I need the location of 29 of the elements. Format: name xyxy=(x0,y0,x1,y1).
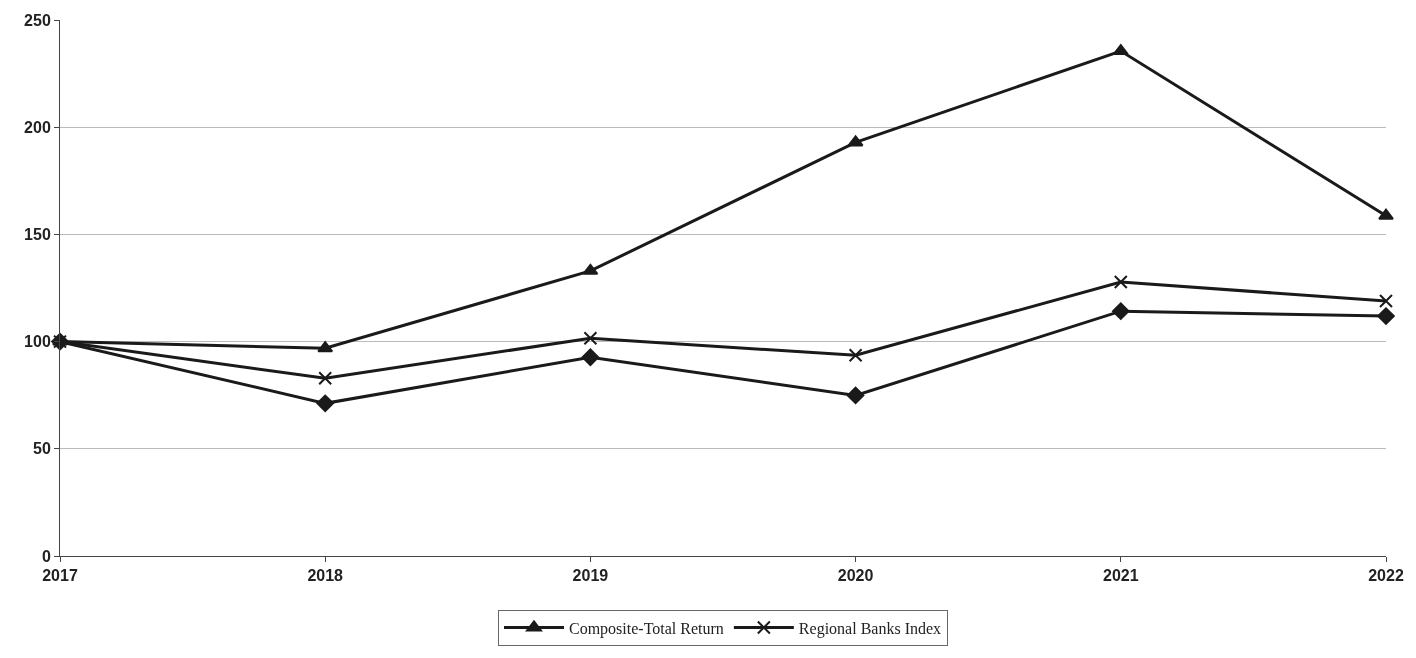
point xyxy=(846,386,865,405)
point xyxy=(1112,44,1129,56)
point xyxy=(848,348,863,363)
point xyxy=(316,394,334,413)
y-tick-label: 0 xyxy=(41,547,51,565)
point xyxy=(1379,294,1393,309)
x-tick-label: 2022 xyxy=(1368,567,1404,585)
y-tick-label: 100 xyxy=(24,333,51,351)
y-tick-label: 150 xyxy=(24,226,51,243)
x-tick-label: 2019 xyxy=(572,567,609,585)
point xyxy=(847,135,864,147)
x-tick-label: 2021 xyxy=(1103,567,1139,585)
point xyxy=(1377,307,1395,325)
x-tick-label: 2017 xyxy=(42,567,78,585)
point xyxy=(1378,208,1394,220)
point xyxy=(1113,275,1128,289)
point xyxy=(317,341,334,353)
point xyxy=(581,348,600,367)
y-tick-label: 50 xyxy=(33,440,51,458)
point xyxy=(582,263,599,275)
legend-label: Composite-Total Return xyxy=(569,619,724,638)
x-tick-label: 2018 xyxy=(307,567,344,585)
x-tick-label: 2020 xyxy=(837,567,874,585)
y-tick-label: 250 xyxy=(24,11,51,29)
point xyxy=(583,331,598,346)
legend-label: Regional Banks Index xyxy=(798,619,942,638)
point xyxy=(1112,302,1130,320)
y-tick-label: 200 xyxy=(24,118,51,136)
point xyxy=(318,371,333,386)
